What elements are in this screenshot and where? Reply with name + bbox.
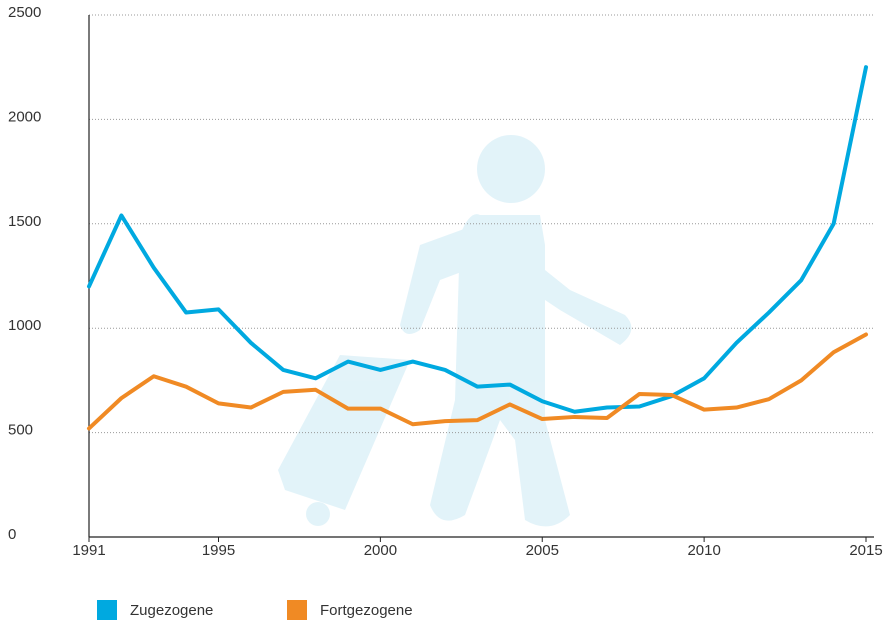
legend-label: Fortgezogene xyxy=(320,602,413,619)
y-tick-label: 1500 xyxy=(8,213,41,230)
x-tick-label: 2015 xyxy=(849,542,882,559)
x-tick-label: 2005 xyxy=(526,542,559,559)
background-pictogram xyxy=(278,135,632,527)
y-tick-label: 1000 xyxy=(8,317,41,334)
lines xyxy=(87,65,868,431)
y-tick-label: 2500 xyxy=(8,4,41,21)
x-tick-label: 1995 xyxy=(202,542,235,559)
grid: 0 500 1000 1500 2000 2500 1991 1995 2000 2005 2010… xyxy=(8,4,883,559)
legend: Zugezogene Fortgezogene xyxy=(97,600,413,620)
legend-swatch xyxy=(287,600,307,620)
legend-swatch xyxy=(97,600,117,620)
x-tick-label: 1991 xyxy=(72,542,105,559)
y-tick-label: 500 xyxy=(8,422,33,439)
series-line xyxy=(87,65,868,414)
y-tick-label: 2000 xyxy=(8,108,41,125)
x-tick-label: 2010 xyxy=(687,542,720,559)
y-tick-label: 0 xyxy=(8,526,16,543)
legend-label: Zugezogene xyxy=(130,602,213,619)
x-tick-label: 2000 xyxy=(364,542,397,559)
series-line xyxy=(87,332,868,431)
